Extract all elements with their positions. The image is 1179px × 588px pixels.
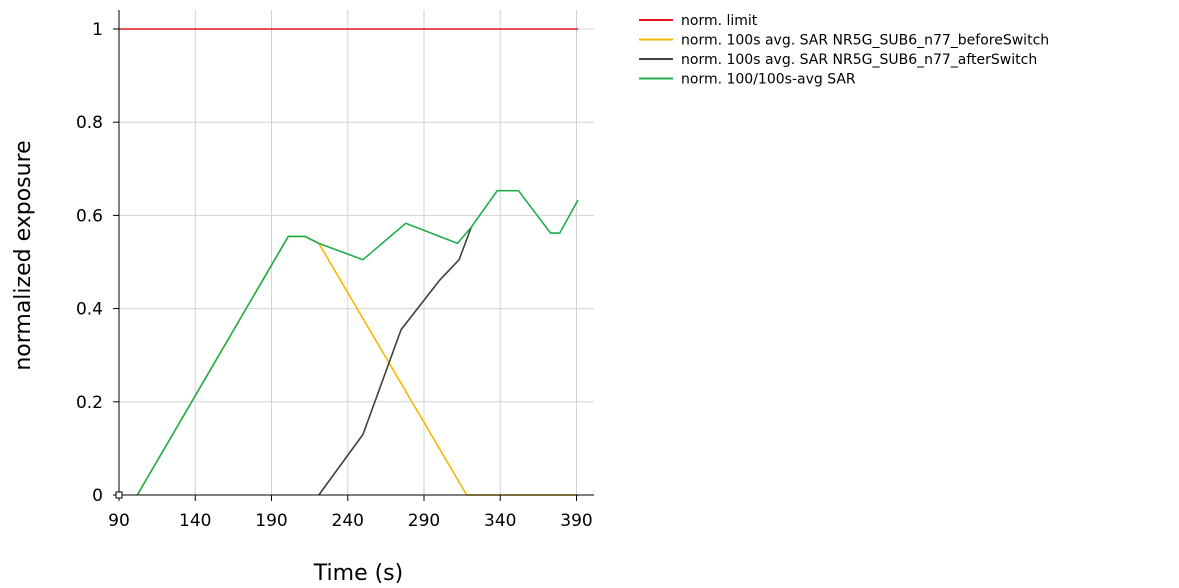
legend-label: norm. limit	[681, 13, 758, 29]
y-tick-label: 0.8	[76, 113, 103, 133]
legend: norm. limit norm. 100s avg. SAR NR5G_SUB6…	[639, 13, 1049, 88]
y-tick-label: 0	[92, 486, 103, 506]
legend-label: norm. 100/100s-avg SAR	[681, 72, 856, 88]
x-tick-label: 240	[332, 511, 364, 531]
x-ticks: 90 140 190 240 290 340 390	[108, 495, 593, 531]
y-tick-label: 1	[92, 20, 103, 40]
x-tick-label: 140	[179, 511, 211, 531]
y-tick-label: 0.6	[76, 206, 103, 226]
y-tick-label: 0.2	[76, 393, 103, 413]
grid	[119, 10, 594, 495]
x-tick-label: 190	[255, 511, 287, 531]
series-line-2	[136, 235, 578, 496]
y-axis-title: normalized exposure	[11, 140, 36, 370]
legend-label: norm. 100s avg. SAR NR5G_SUB6_n77_before…	[681, 33, 1049, 49]
x-tick-label: 390	[560, 511, 592, 531]
x-tick-label: 90	[108, 511, 130, 531]
x-tick-label: 340	[484, 511, 516, 531]
y-tick-label: 0.4	[76, 300, 103, 320]
x-tick-label: 290	[408, 511, 440, 531]
x-axis-title: Time (s)	[313, 561, 403, 586]
series-lines	[119, 28, 579, 496]
axes	[113, 10, 594, 496]
origin-marker	[115, 491, 123, 499]
legend-label: norm. 100s avg. SAR NR5G_SUB6_n77_afterS…	[681, 52, 1037, 68]
y-ticks: 0 0.2 0.4 0.6 0.8 1	[76, 20, 123, 506]
series-line-3	[318, 226, 473, 496]
series-line-4	[136, 189, 579, 496]
